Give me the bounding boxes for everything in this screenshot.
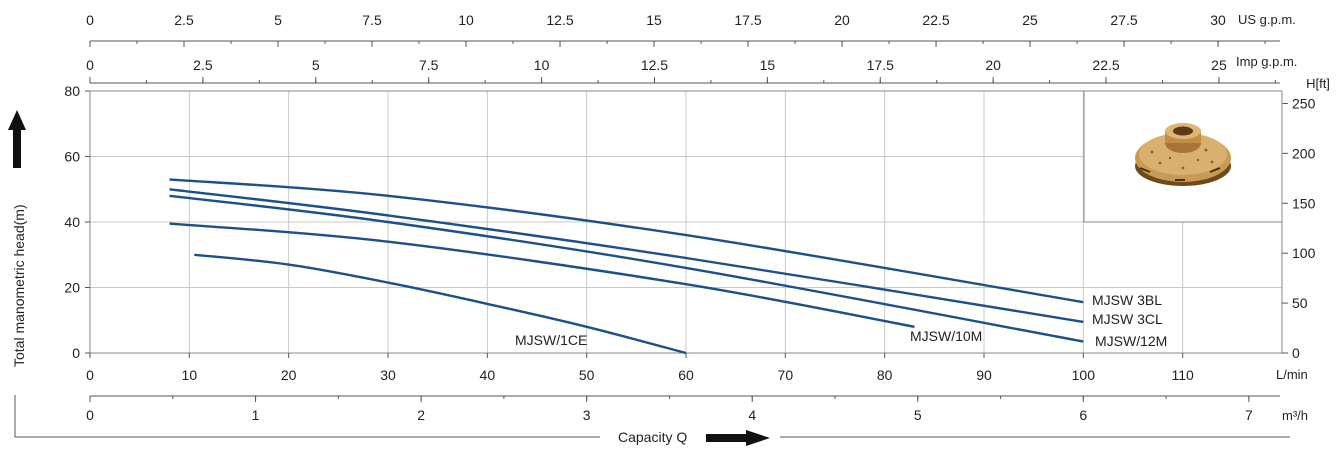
series-label-3: MJSW/12M [1095,333,1167,349]
y-axis-right-ft: 0 50 100 150 200 250 [1282,95,1316,361]
series-label-1: MJSW 3BL [1092,292,1162,308]
x-axis-lmin: 0 10 20 30 40 50 60 70 80 90 100 110 [86,353,1194,383]
tick-label: 10 [534,57,550,73]
tick-label: 5 [274,12,282,28]
tick-label: 0 [86,407,94,423]
tick-label: 12.5 [546,12,573,28]
tick-label: 0 [86,57,94,73]
ft-axis-label: H[ft] [1306,76,1330,91]
ft-tick-label: 100 [1292,245,1316,261]
series-label-2: MJSW 3CL [1092,311,1163,327]
ft-tick-label: 250 [1292,95,1316,111]
tick-label: 25 [1211,57,1227,73]
ft-tick-label: 200 [1292,145,1316,161]
tick-label: 27.5 [1110,12,1137,28]
y-tick-label: 20 [64,280,80,296]
series-labels: MJSW 3BL MJSW 3CL MJSW/12M MJSW/10M MJSW/1CE [515,292,1167,349]
y-tick-label: 40 [64,214,80,230]
tick-label: 20 [985,57,1001,73]
tick-label: 7.5 [419,57,439,73]
m3h-unit: m³/h [1282,408,1308,423]
impeller-image [1083,90,1283,223]
tick-label: 1 [252,407,260,423]
curve-1 [169,178,1084,304]
tick-label: 17.5 [734,12,761,28]
x-tick-label: 50 [579,367,595,383]
x-axis-title: Capacity Q [618,429,687,445]
tick-label: 22.5 [922,12,949,28]
tick-label: 15 [760,57,776,73]
x-tick-label: 60 [678,367,694,383]
outer-bracket-left [14,395,600,438]
y-tick-label: 80 [64,83,80,99]
ft-tick-label: 150 [1292,195,1316,211]
tick-label: 22.5 [1092,57,1119,73]
x-tick-label: 90 [976,367,992,383]
tick-label: 10 [458,12,474,28]
y-axis-title-group: Total manometric head(m) [8,110,27,367]
x-axis-title-group: Capacity Q [618,429,770,446]
tick-label: 30 [1210,12,1226,28]
x-tick-label: 30 [380,367,396,383]
tick-label: 7 [1245,407,1253,423]
tick-label: 4 [748,407,756,423]
tick-label: 6 [1079,407,1087,423]
x-axis-arrow-icon [706,430,770,446]
x-tick-label: 70 [778,367,794,383]
curve-5 [194,253,687,355]
x-tick-label: 20 [281,367,297,383]
curve-4 [169,222,915,328]
imp-gpm-axis: 0 2.5 5 7.5 10 12.5 15 17.5 20 22.5 25 [86,57,1280,84]
x-tick-label: 100 [1072,367,1096,383]
us-gpm-axis: 0 2.5 5 7.5 10 12.5 15 17.5 20 22.5 25 27.5 30 [86,12,1280,47]
x-tick-label: 10 [182,367,198,383]
tick-label: 15 [646,12,662,28]
series-label-5: MJSW/1CE [515,332,587,348]
ft-tick-label: 50 [1292,295,1308,311]
tick-label: 25 [1022,12,1038,28]
x-tick-label: 0 [86,367,94,383]
y-tick-label: 60 [64,149,80,165]
tick-label: 5 [312,57,320,73]
x-axis-m3h: 0 1 2 3 4 5 6 7 [86,395,1280,423]
tick-label: 17.5 [867,57,894,73]
tick-label: 12.5 [641,57,668,73]
tick-label: 2 [417,407,425,423]
tick-label: 2.5 [193,57,213,73]
x-tick-label: 110 [1172,367,1195,383]
ft-tick-label: 0 [1292,345,1300,361]
us-gpm-unit: US g.p.m. [1238,12,1296,27]
x-tick-label: 40 [480,367,496,383]
imp-gpm-unit: Imp g.p.m. [1236,54,1297,69]
performance-curves [169,178,1084,355]
tick-label: 0 [86,12,94,28]
tick-label: 2.5 [174,12,194,28]
series-label-4: MJSW/10M [910,328,982,344]
y-axis-title: Total manometric head(m) [11,204,27,367]
y-axis-left: 0 20 40 60 80 [64,83,90,361]
y-axis-arrow-icon [8,110,26,168]
curve-2 [169,188,1084,324]
curve-3 [169,194,1084,343]
tick-label: 20 [834,12,850,28]
lmin-unit: L/min [1276,367,1308,382]
tick-label: 3 [583,407,591,423]
tick-label: 5 [914,407,922,423]
tick-label: 7.5 [362,12,382,28]
y-tick-label: 0 [72,345,80,361]
x-tick-label: 80 [877,367,893,383]
